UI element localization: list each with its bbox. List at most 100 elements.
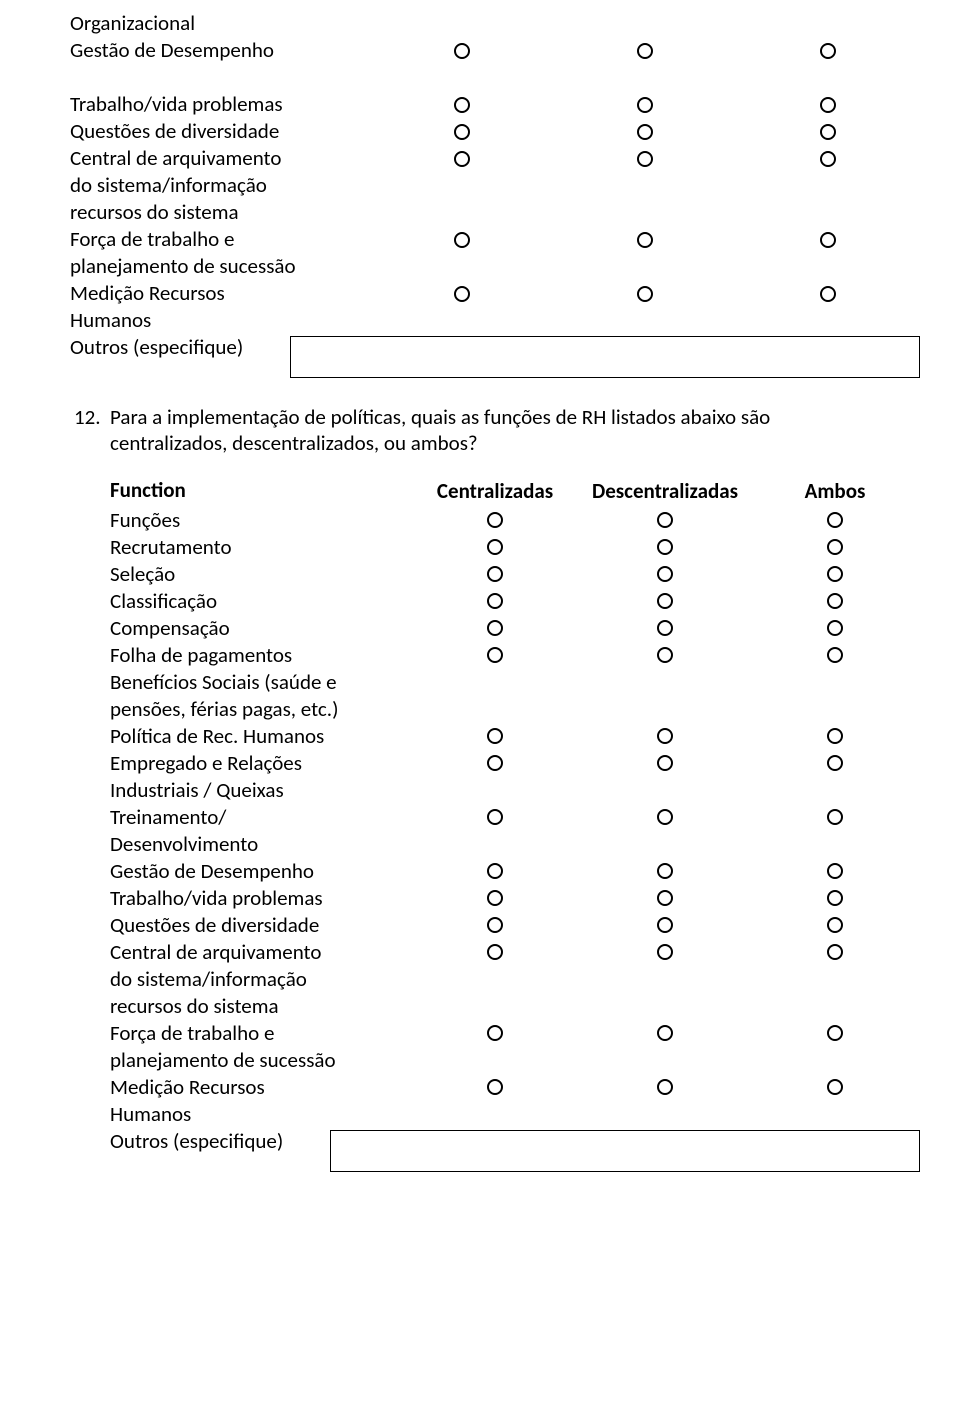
- radio-button[interactable]: [657, 890, 673, 906]
- radio-button[interactable]: [657, 593, 673, 609]
- row-cells: [370, 286, 920, 302]
- table-row: Força de trabalho e: [70, 226, 920, 253]
- table-row: Recrutamento: [110, 534, 920, 561]
- table-row: Questões de diversidade: [70, 118, 920, 145]
- radio-cell: [750, 620, 920, 636]
- radio-button[interactable]: [487, 1079, 503, 1095]
- radio-cell: [410, 917, 580, 933]
- radio-button[interactable]: [487, 890, 503, 906]
- radio-button[interactable]: [454, 232, 470, 248]
- radio-cell: [750, 539, 920, 555]
- radio-button[interactable]: [657, 512, 673, 528]
- table-row: do sistema/informação: [110, 966, 920, 993]
- radio-button[interactable]: [827, 1025, 843, 1041]
- radio-button[interactable]: [637, 124, 653, 140]
- row-cells: [410, 728, 920, 744]
- radio-button[interactable]: [487, 863, 503, 879]
- radio-button[interactable]: [827, 512, 843, 528]
- row-cells: [410, 620, 920, 636]
- radio-button[interactable]: [827, 593, 843, 609]
- radio-button[interactable]: [487, 755, 503, 771]
- radio-button[interactable]: [657, 944, 673, 960]
- radio-cell: [750, 1079, 920, 1095]
- radio-button[interactable]: [827, 539, 843, 555]
- radio-button[interactable]: [637, 232, 653, 248]
- radio-button[interactable]: [487, 593, 503, 609]
- radio-button[interactable]: [820, 43, 836, 59]
- radio-button[interactable]: [827, 728, 843, 744]
- table-row: planejamento de sucessão: [70, 253, 920, 280]
- radio-button[interactable]: [657, 728, 673, 744]
- radio-button[interactable]: [487, 512, 503, 528]
- radio-button[interactable]: [487, 620, 503, 636]
- radio-button[interactable]: [487, 809, 503, 825]
- radio-button[interactable]: [657, 539, 673, 555]
- radio-cell: [750, 1025, 920, 1041]
- radio-button[interactable]: [454, 97, 470, 113]
- radio-button[interactable]: [827, 944, 843, 960]
- radio-button[interactable]: [820, 151, 836, 167]
- radio-button[interactable]: [657, 809, 673, 825]
- radio-button[interactable]: [487, 1025, 503, 1041]
- radio-button[interactable]: [637, 97, 653, 113]
- radio-button[interactable]: [657, 566, 673, 582]
- radio-button[interactable]: [820, 124, 836, 140]
- radio-button[interactable]: [454, 151, 470, 167]
- radio-button[interactable]: [827, 863, 843, 879]
- radio-cell: [750, 512, 920, 528]
- radio-button[interactable]: [487, 917, 503, 933]
- radio-button[interactable]: [487, 944, 503, 960]
- radio-button[interactable]: [454, 286, 470, 302]
- radio-button[interactable]: [637, 43, 653, 59]
- radio-button[interactable]: [637, 286, 653, 302]
- radio-button[interactable]: [827, 1079, 843, 1095]
- radio-button[interactable]: [657, 647, 673, 663]
- radio-button[interactable]: [487, 647, 503, 663]
- radio-button[interactable]: [454, 124, 470, 140]
- radio-button[interactable]: [820, 97, 836, 113]
- radio-button[interactable]: [487, 539, 503, 555]
- radio-button[interactable]: [827, 755, 843, 771]
- radio-button[interactable]: [657, 755, 673, 771]
- row-label: Política de Rec. Humanos: [110, 723, 410, 749]
- radio-button[interactable]: [487, 566, 503, 582]
- row-label: Seleção: [110, 561, 410, 587]
- table1-other-input[interactable]: [290, 336, 920, 378]
- radio-button[interactable]: [657, 620, 673, 636]
- row-label: Classificação: [110, 588, 410, 614]
- radio-cell: [370, 43, 553, 59]
- radio-button[interactable]: [454, 43, 470, 59]
- row-label: do sistema/informação: [110, 966, 410, 992]
- radio-button[interactable]: [657, 917, 673, 933]
- radio-cell: [750, 755, 920, 771]
- row-label: Folha de pagamentos: [110, 642, 410, 668]
- row-label: Força de trabalho e: [70, 226, 370, 252]
- table1-other-row: Outros (especifique): [70, 334, 920, 380]
- row-label: Compensação: [110, 615, 410, 641]
- radio-button[interactable]: [827, 647, 843, 663]
- radio-button[interactable]: [827, 917, 843, 933]
- table2-other-input[interactable]: [330, 1130, 920, 1172]
- row-cells: [410, 512, 920, 528]
- radio-button[interactable]: [827, 620, 843, 636]
- radio-cell: [580, 566, 750, 582]
- radio-cell: [410, 809, 580, 825]
- radio-button[interactable]: [820, 232, 836, 248]
- radio-button[interactable]: [827, 566, 843, 582]
- row-label: recursos do sistema: [70, 199, 370, 225]
- table-row: Medição Recursos: [70, 280, 920, 307]
- radio-button[interactable]: [657, 1079, 673, 1095]
- radio-button[interactable]: [487, 728, 503, 744]
- row-label: Central de arquivamento: [70, 145, 370, 171]
- radio-cell: [580, 863, 750, 879]
- radio-button[interactable]: [657, 863, 673, 879]
- radio-button[interactable]: [657, 1025, 673, 1041]
- row-label: Trabalho/vida problemas: [70, 91, 370, 117]
- radio-button[interactable]: [637, 151, 653, 167]
- radio-cell: [750, 890, 920, 906]
- radio-button[interactable]: [820, 286, 836, 302]
- radio-button[interactable]: [827, 890, 843, 906]
- radio-cell: [410, 512, 580, 528]
- radio-button[interactable]: [827, 809, 843, 825]
- table-row: Treinamento/: [110, 804, 920, 831]
